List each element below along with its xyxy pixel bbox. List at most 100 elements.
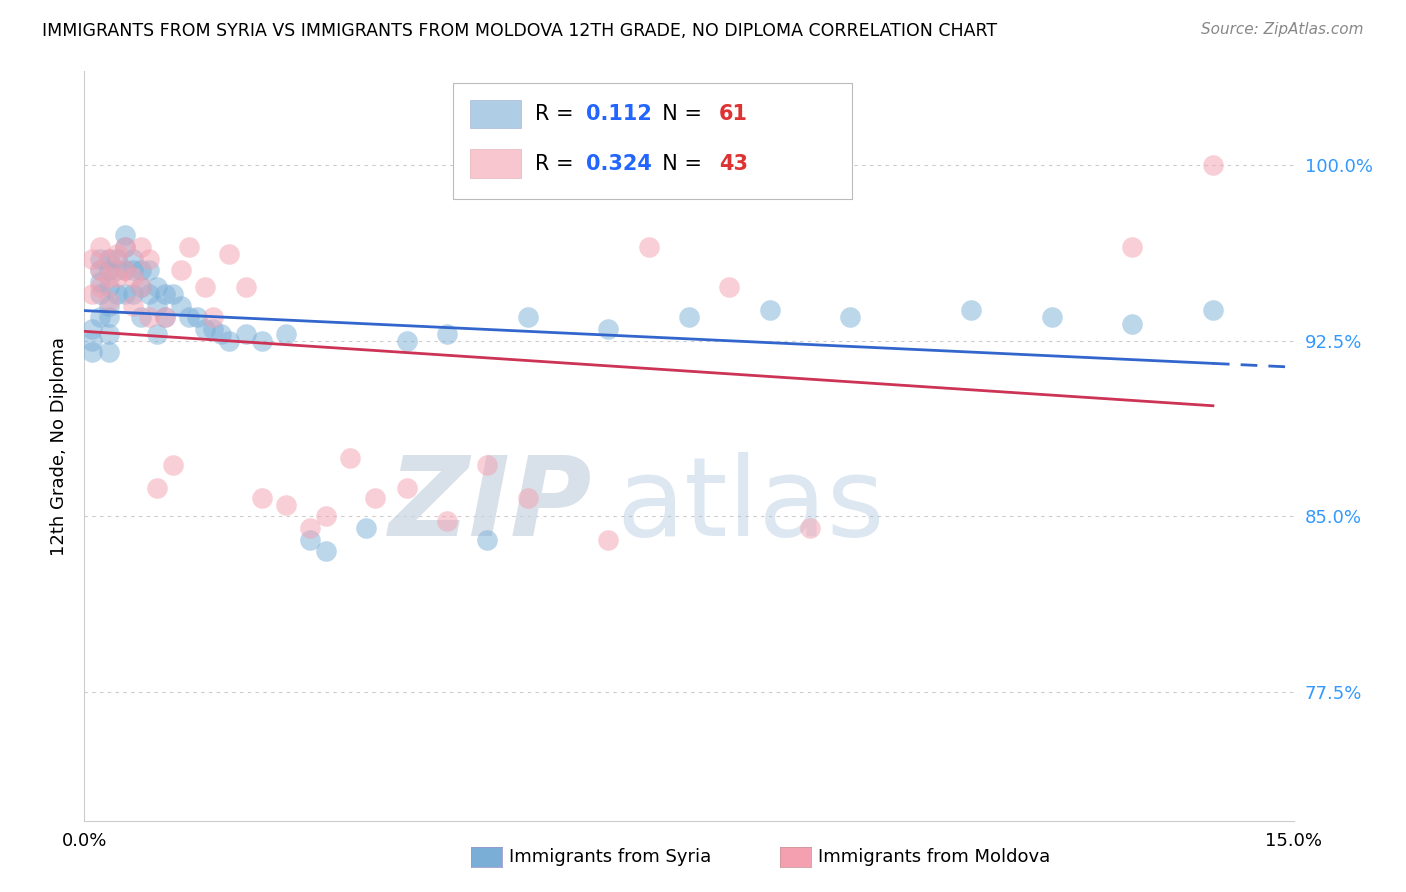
- Point: [153, 286, 176, 301]
- Point: [82, 345, 104, 359]
- Text: Immigrants from Moldova: Immigrants from Moldova: [818, 848, 1050, 866]
- Point: [678, 310, 700, 325]
- Point: [97, 252, 120, 266]
- Text: Immigrants from Syria: Immigrants from Syria: [509, 848, 711, 866]
- FancyBboxPatch shape: [470, 149, 520, 178]
- Point: [218, 247, 240, 261]
- Point: [129, 263, 152, 277]
- Text: 0.324: 0.324: [586, 153, 652, 174]
- Point: [395, 334, 418, 348]
- Point: [299, 521, 322, 535]
- Point: [97, 280, 120, 294]
- Point: [89, 263, 111, 277]
- Point: [598, 533, 620, 547]
- Point: [82, 322, 104, 336]
- Point: [129, 240, 152, 254]
- Point: [315, 544, 337, 558]
- Point: [218, 334, 240, 348]
- Point: [97, 263, 120, 277]
- Point: [97, 252, 120, 266]
- Point: [121, 286, 143, 301]
- Point: [250, 334, 273, 348]
- Point: [209, 326, 232, 341]
- Point: [138, 310, 160, 325]
- Point: [146, 280, 169, 294]
- Point: [436, 514, 458, 528]
- Point: [436, 326, 458, 341]
- Text: 61: 61: [720, 104, 748, 124]
- Point: [89, 286, 111, 301]
- Point: [186, 310, 208, 325]
- Point: [138, 286, 160, 301]
- Text: N =: N =: [650, 104, 709, 124]
- Point: [114, 263, 136, 277]
- FancyBboxPatch shape: [453, 83, 852, 199]
- Point: [89, 280, 111, 294]
- Point: [395, 481, 418, 495]
- Point: [97, 345, 120, 359]
- Point: [146, 481, 169, 495]
- Text: N =: N =: [650, 153, 709, 174]
- Point: [274, 498, 297, 512]
- Point: [97, 310, 120, 325]
- Text: 43: 43: [720, 153, 748, 174]
- Point: [194, 280, 217, 294]
- Point: [516, 310, 538, 325]
- Point: [138, 263, 160, 277]
- Text: IMMIGRANTS FROM SYRIA VS IMMIGRANTS FROM MOLDOVA 12TH GRADE, NO DIPLOMA CORRELAT: IMMIGRANTS FROM SYRIA VS IMMIGRANTS FROM…: [42, 22, 997, 40]
- Point: [315, 509, 337, 524]
- Point: [839, 310, 862, 325]
- Point: [339, 450, 361, 465]
- Text: R =: R =: [536, 153, 581, 174]
- Point: [121, 252, 143, 266]
- Point: [153, 310, 176, 325]
- Text: 0.112: 0.112: [586, 104, 652, 124]
- Point: [97, 293, 120, 308]
- Point: [97, 299, 120, 313]
- Point: [250, 491, 273, 505]
- Point: [105, 286, 128, 301]
- Point: [637, 240, 659, 254]
- Point: [114, 240, 136, 254]
- Point: [235, 326, 257, 341]
- Point: [121, 263, 143, 277]
- FancyBboxPatch shape: [470, 100, 520, 128]
- Point: [121, 299, 143, 313]
- Point: [179, 240, 201, 254]
- Point: [799, 521, 821, 535]
- Point: [477, 458, 499, 472]
- Text: Source: ZipAtlas.com: Source: ZipAtlas.com: [1201, 22, 1364, 37]
- Point: [170, 299, 193, 313]
- Point: [202, 310, 225, 325]
- Text: ZIP: ZIP: [388, 452, 592, 559]
- Point: [299, 533, 322, 547]
- Text: R =: R =: [536, 104, 581, 124]
- Point: [114, 263, 136, 277]
- Point: [153, 310, 176, 325]
- Point: [274, 326, 297, 341]
- Point: [162, 458, 184, 472]
- Point: [516, 491, 538, 505]
- Point: [97, 326, 120, 341]
- Point: [146, 326, 169, 341]
- Point: [89, 263, 111, 277]
- Point: [194, 322, 217, 336]
- Point: [138, 252, 160, 266]
- Point: [105, 263, 128, 277]
- Point: [82, 252, 104, 266]
- Point: [202, 322, 225, 336]
- Point: [89, 310, 111, 325]
- Point: [598, 322, 620, 336]
- Point: [89, 252, 111, 266]
- Point: [1202, 158, 1225, 172]
- Point: [105, 252, 128, 266]
- Point: [1040, 310, 1063, 325]
- Point: [114, 228, 136, 243]
- Point: [114, 286, 136, 301]
- Point: [97, 270, 120, 285]
- Point: [356, 521, 378, 535]
- Point: [82, 334, 104, 348]
- Point: [363, 491, 385, 505]
- Point: [129, 310, 152, 325]
- Point: [89, 275, 111, 289]
